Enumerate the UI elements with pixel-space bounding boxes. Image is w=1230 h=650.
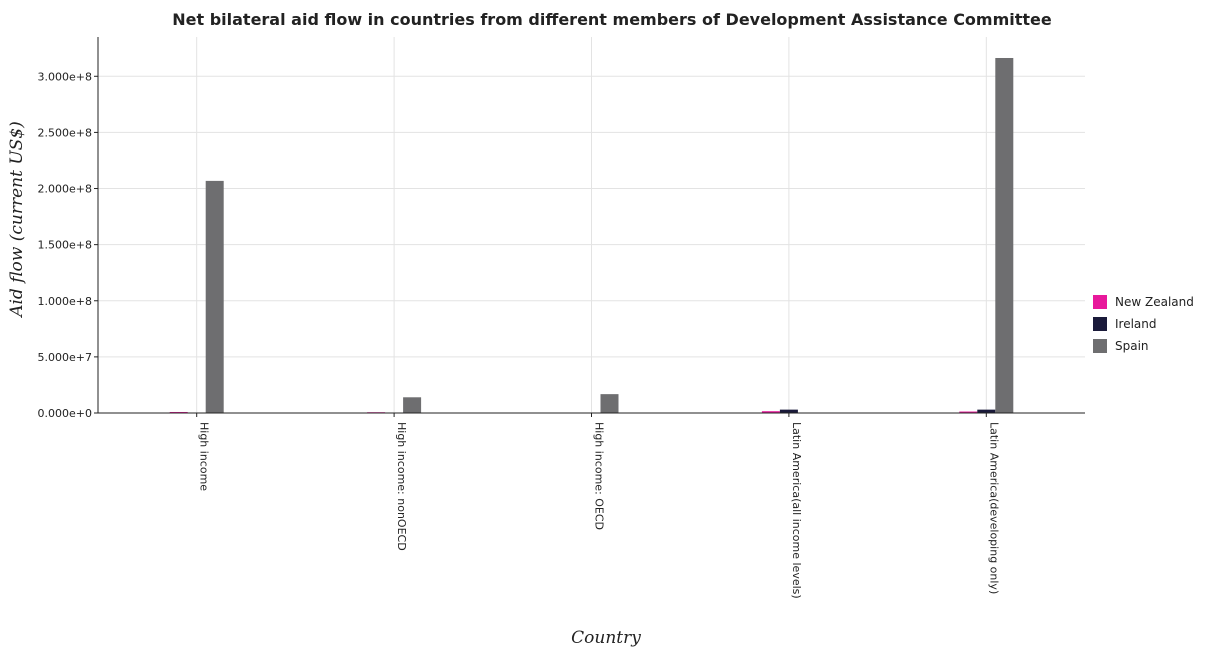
bar-spain xyxy=(403,397,422,413)
bar-spain xyxy=(600,394,619,413)
legend-swatch xyxy=(1093,317,1107,331)
legend-label: Spain xyxy=(1115,339,1149,353)
y-tick-label: 0.000e+0 xyxy=(38,407,92,420)
x-tick-label: High income: OECD xyxy=(593,422,606,530)
x-tick-labels: High income High income: nonOECD High inco… xyxy=(196,413,1000,599)
bars xyxy=(169,57,1014,414)
bar-new-zealand xyxy=(761,411,780,413)
x-tick-label: High income xyxy=(198,422,211,491)
y-tick-label: 2.500e+8 xyxy=(38,126,92,139)
bar-ireland xyxy=(779,409,798,413)
chart-title: Net bilateral aid flow in countries from… xyxy=(172,10,1052,29)
y-tick-label: 3.000e+8 xyxy=(38,70,92,83)
x-tick-label: Latin America(all income levels) xyxy=(790,422,803,599)
legend-label: Ireland xyxy=(1115,317,1157,331)
legend-swatch xyxy=(1093,295,1107,309)
bar-ireland xyxy=(977,409,996,413)
y-tick-label: 1.500e+8 xyxy=(38,239,92,252)
legend-label: New Zealand xyxy=(1115,295,1194,309)
x-tick-label: High income: nonOECD xyxy=(395,422,408,551)
y-tick-label: 1.000e+8 xyxy=(38,295,92,308)
bar-new-zealand xyxy=(959,411,978,413)
x-axis-label: Country xyxy=(571,628,641,648)
y-axis-label: Aid flow (current US$) xyxy=(7,121,27,319)
grid xyxy=(98,37,1085,414)
bar-spain xyxy=(995,57,1014,414)
x-tick-label: Latin America(developing only) xyxy=(987,422,1000,594)
bar-spain xyxy=(205,180,224,413)
legend-swatch xyxy=(1093,339,1107,353)
y-tick-label: 2.000e+8 xyxy=(38,183,92,196)
y-tick-label: 5.000e+7 xyxy=(38,351,92,364)
bar-new-zealand xyxy=(169,411,188,413)
legend: New Zealand Ireland Spain xyxy=(1093,295,1194,353)
y-tick-labels: 0.000e+0 5.000e+7 1.000e+8 1.500e+8 2.000e+8… xyxy=(38,70,98,420)
